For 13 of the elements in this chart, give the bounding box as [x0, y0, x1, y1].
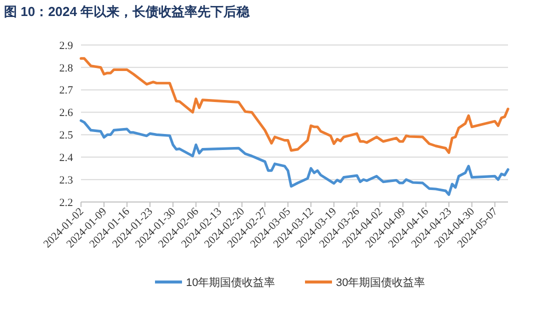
legend-label: 10年期国债收益率 [186, 276, 276, 289]
chart-title: 图 10：2024 年以来，长债收益率先下后稳 [4, 4, 251, 19]
y-tick-label: 2.6 [59, 107, 74, 120]
line-series [80, 57, 510, 154]
y-tick-label: 2.4 [59, 152, 74, 164]
line-series [80, 119, 510, 196]
y-tick-label: 2.3 [59, 174, 74, 186]
y-tick-label: 2.7 [59, 84, 74, 97]
y-tick-label: 2.2 [59, 196, 73, 209]
y-tick-label: 2.5 [59, 130, 74, 142]
y-tick-label: 2.8 [59, 62, 74, 74]
y-tick-label: 2.9 [59, 40, 74, 52]
legend-label: 30年期国债收益率 [336, 276, 426, 289]
